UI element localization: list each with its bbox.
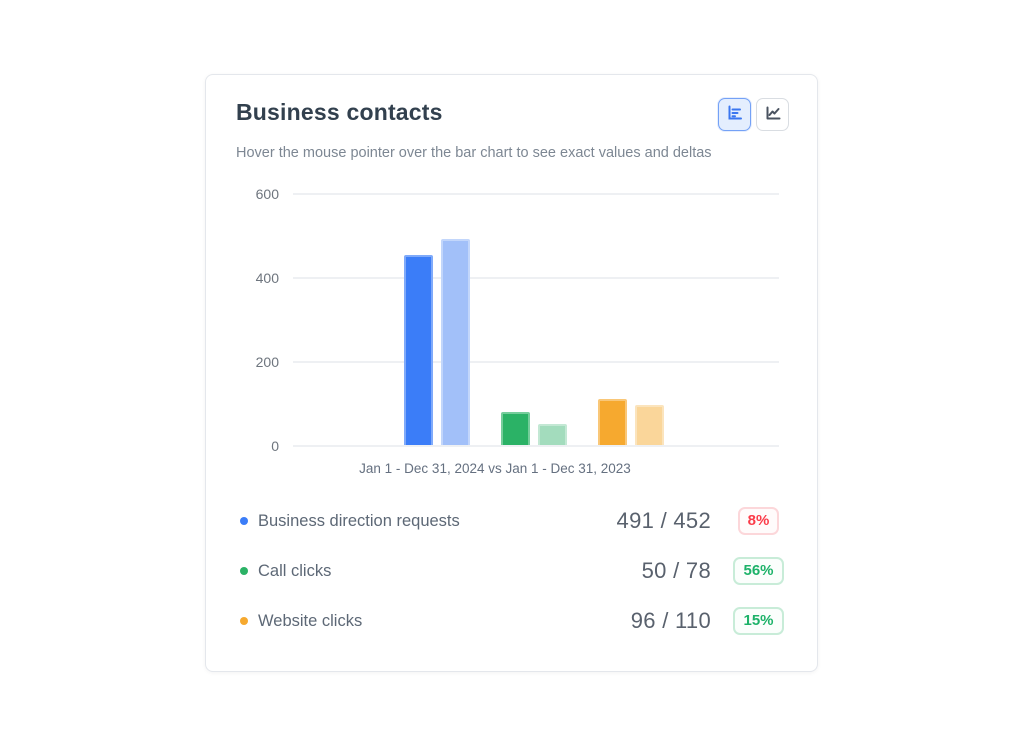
- y-axis-tick-400: 400: [255, 270, 279, 286]
- chart-plot: Jan 1 - Dec 31, 2024 vs Jan 1 - Dec 31, …: [206, 75, 817, 671]
- line-chart-view-button[interactable]: [756, 98, 789, 131]
- delta-badge-slot: 8%: [730, 506, 787, 536]
- line-chart-icon: [764, 104, 782, 125]
- bar-website-clicks-2023[interactable]: [635, 405, 664, 445]
- bar-chart-icon: [726, 104, 744, 125]
- y-axis-tick-0: 0: [271, 438, 279, 454]
- chart-legend: Business direction requests 491 / 452 8% Ca…: [206, 496, 817, 646]
- business-contacts-card: Business contacts Hover the mouse pointe…: [205, 74, 818, 672]
- delta-badge: 8%: [737, 506, 780, 536]
- bar-website-clicks-2024[interactable]: [598, 399, 627, 445]
- bar-chart-view-button[interactable]: [718, 98, 751, 131]
- gridline-400: [293, 277, 779, 279]
- bar-call-clicks-2024[interactable]: [501, 412, 530, 445]
- y-axis-tick-200: 200: [255, 354, 279, 370]
- delta-badge: 15%: [733, 606, 784, 636]
- y-axis-tick-600: 600: [255, 186, 279, 202]
- bar-business-direction-requests-2024[interactable]: [404, 255, 433, 445]
- legend-value: 50 / 78: [641, 558, 711, 583]
- legend-row-website-clicks: Website clicks 96 / 110 15%: [206, 596, 817, 646]
- legend-value: 491 / 452: [616, 508, 711, 533]
- legend-label: Website clicks: [258, 611, 363, 630]
- page-title: Business contacts: [236, 99, 443, 125]
- legend-dot-business-direction-requests: [240, 517, 248, 525]
- chart-x-caption: Jan 1 - Dec 31, 2024 vs Jan 1 - Dec 31, …: [359, 461, 631, 476]
- gridline-600: [293, 193, 779, 195]
- delta-badge-slot: 15%: [730, 606, 787, 636]
- bar-business-direction-requests-2023[interactable]: [441, 239, 470, 445]
- chart-view-toggle: [718, 98, 789, 131]
- gridline-0: [293, 445, 779, 447]
- legend-dot-call-clicks: [240, 567, 248, 575]
- legend-label: Call clicks: [258, 561, 332, 580]
- legend-row-call-clicks: Call clicks 50 / 78 56%: [206, 546, 817, 596]
- legend-label: Business direction requests: [258, 511, 460, 530]
- legend-value: 96 / 110: [630, 608, 711, 633]
- bar-call-clicks-2023[interactable]: [538, 424, 567, 445]
- delta-badge: 56%: [733, 556, 784, 586]
- gridline-200: [293, 361, 779, 363]
- legend-row-business-direction-requests: Business direction requests 491 / 452 8%: [206, 496, 817, 546]
- delta-badge-slot: 56%: [730, 556, 787, 586]
- legend-dot-website-clicks: [240, 617, 248, 625]
- card-subtitle: Hover the mouse pointer over the bar cha…: [236, 145, 712, 161]
